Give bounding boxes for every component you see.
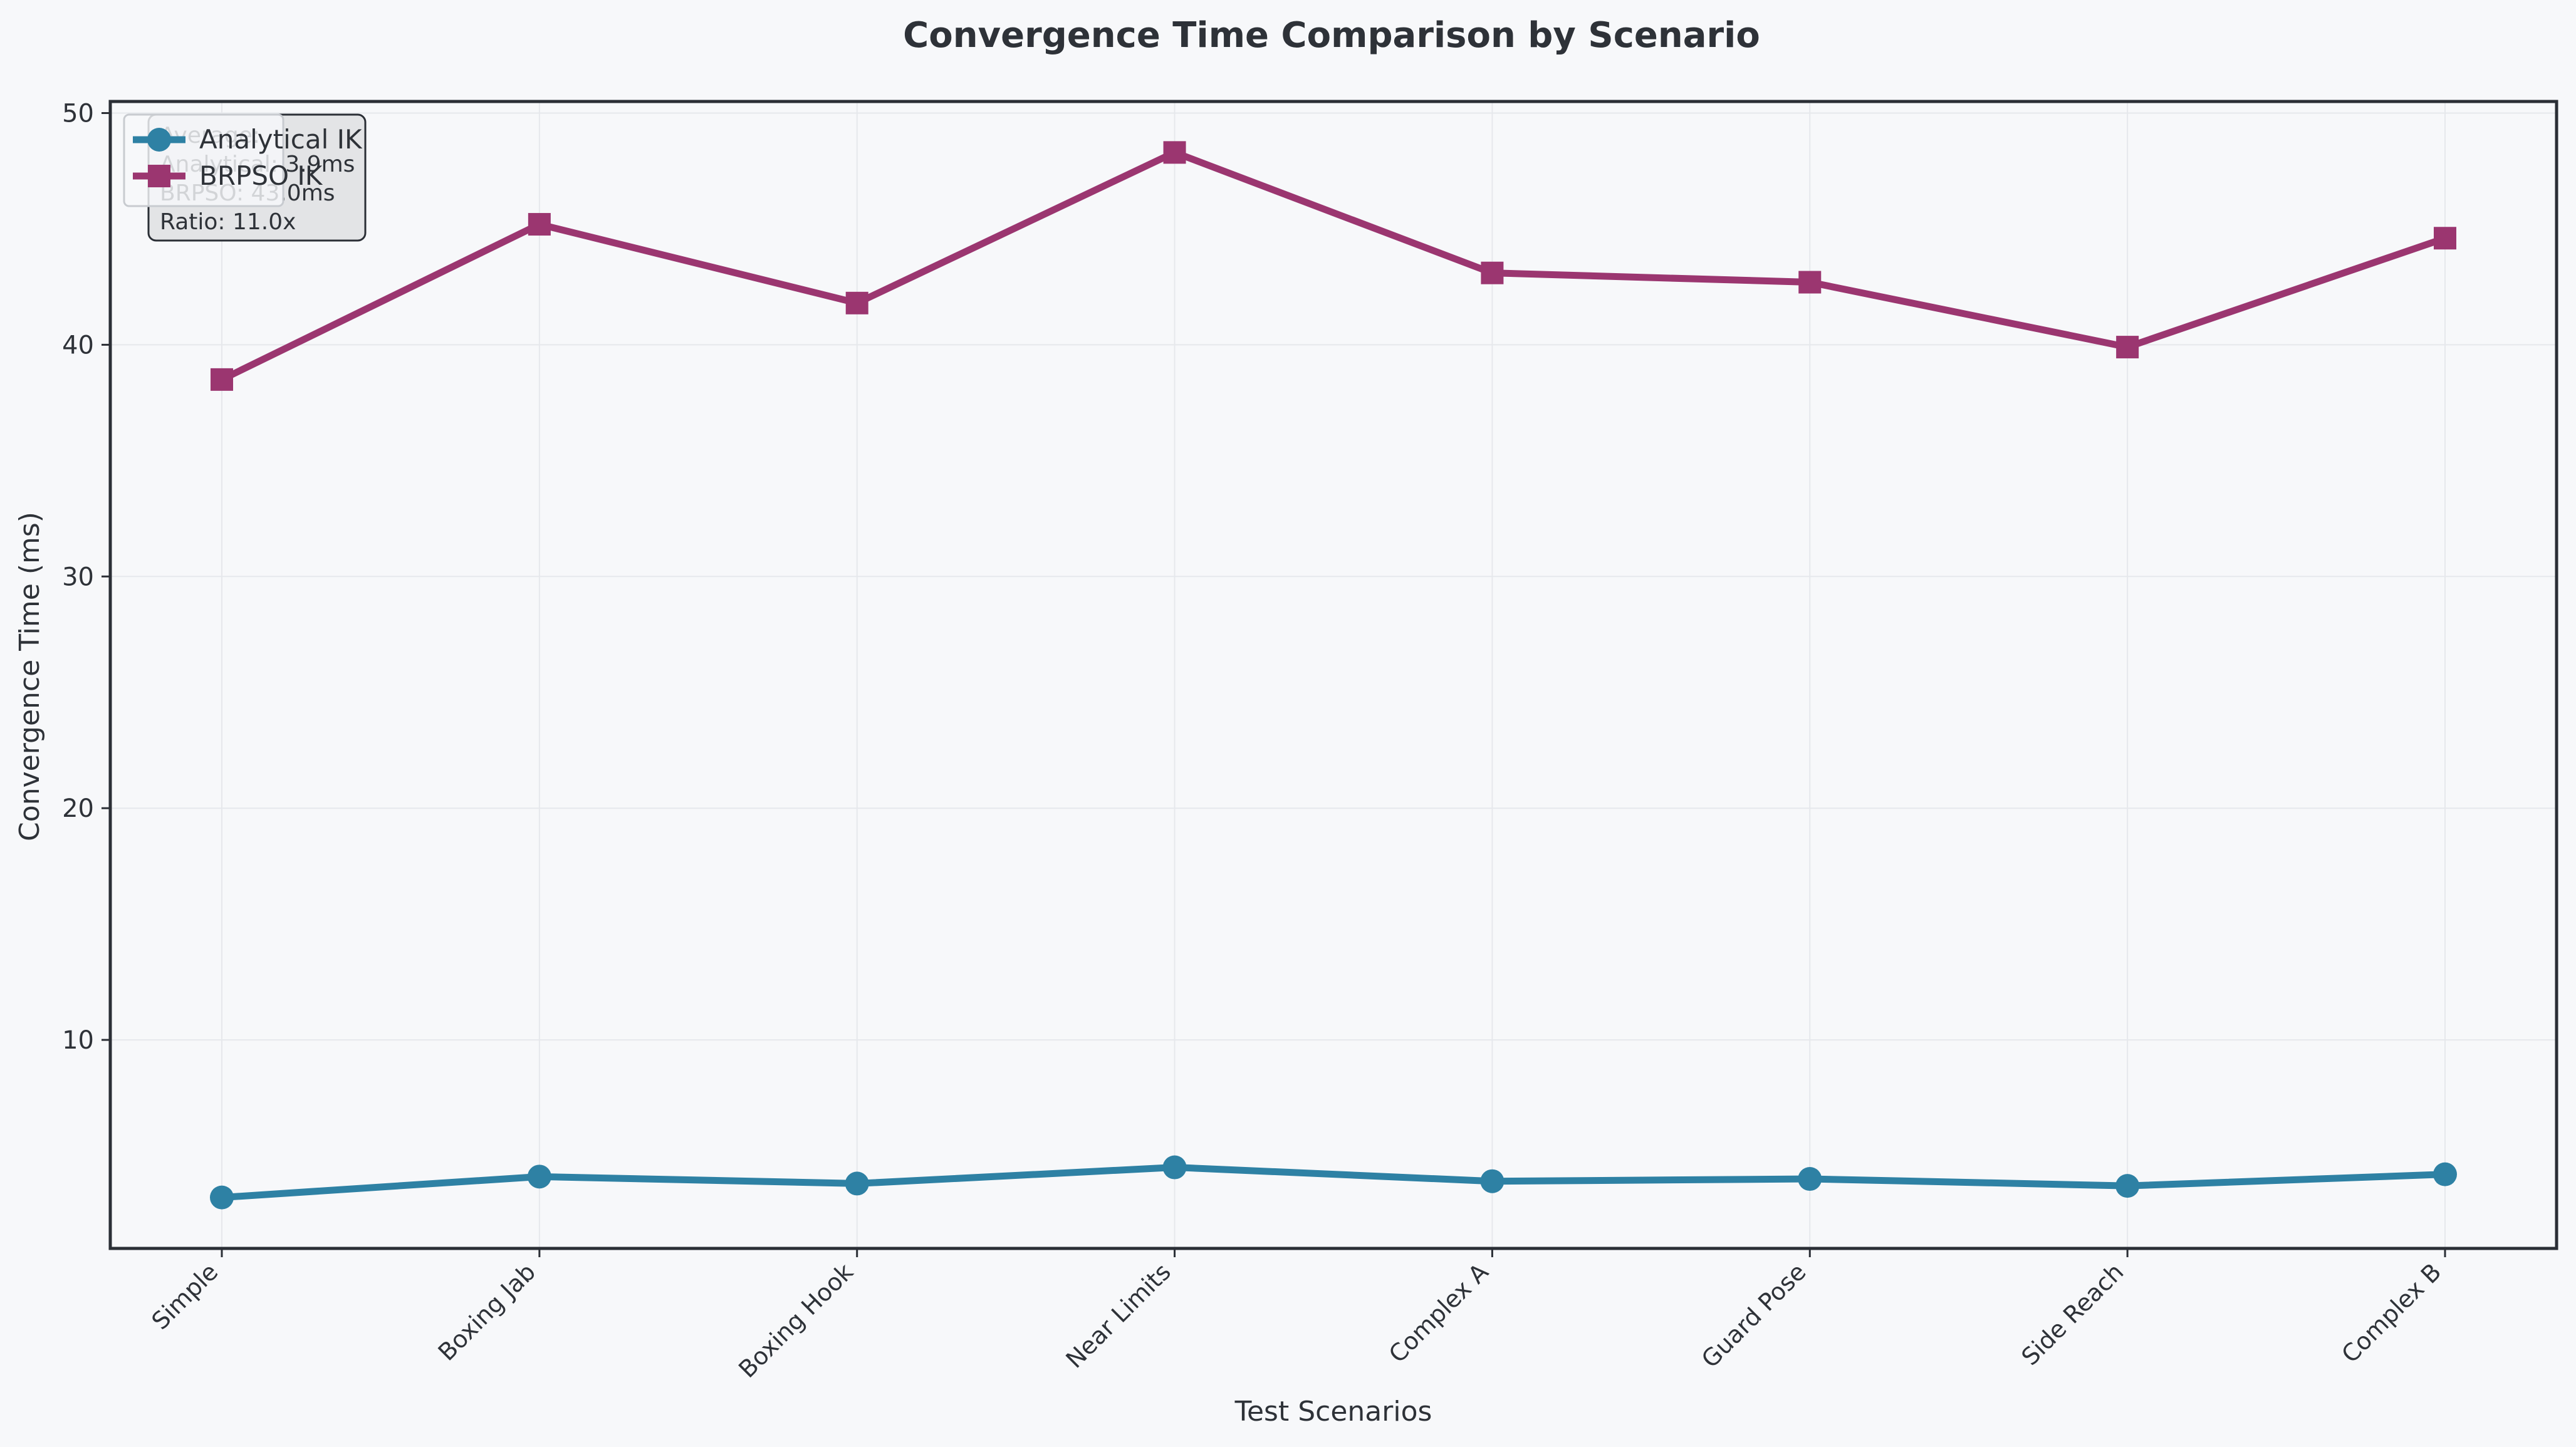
data-point — [1481, 261, 1504, 284]
y-tick-label: 20 — [62, 794, 94, 823]
stats-line: Ratio: 11.0x — [160, 209, 296, 235]
data-point — [1798, 271, 1822, 294]
legend-label: BRPSO IK — [199, 160, 323, 191]
legend-marker — [147, 128, 171, 152]
data-point — [845, 291, 868, 314]
data-point — [210, 1185, 234, 1210]
x-axis-label: Test Scenarios — [1234, 1396, 1432, 1428]
data-point — [845, 1171, 869, 1196]
data-point — [211, 368, 233, 391]
data-point — [1163, 141, 1186, 164]
data-point — [2115, 1174, 2140, 1198]
y-tick-label: 50 — [62, 99, 94, 128]
legend: Analytical IK BRPSO IK — [123, 113, 363, 207]
legend-marker — [148, 165, 170, 187]
y-tick-label: 10 — [62, 1026, 94, 1055]
series-layer — [210, 141, 2457, 1210]
data-point — [2433, 1162, 2457, 1186]
y-axis-label: Convergence Time (ms) — [14, 512, 46, 841]
chart-title: Convergence Time Comparison by Scenario — [903, 15, 1760, 56]
plot-frame — [108, 100, 2558, 1250]
legend-label: Analytical IK — [199, 124, 363, 155]
series-line-1 — [220, 148, 2446, 383]
data-point — [1480, 1169, 1504, 1193]
y-tick-label: 30 — [62, 563, 94, 591]
y-tick-label: 40 — [62, 331, 94, 360]
series-line-0 — [221, 1164, 2446, 1201]
data-point — [1162, 1155, 1187, 1180]
data-point — [2434, 227, 2456, 250]
data-point — [527, 1164, 551, 1189]
data-point — [528, 213, 551, 236]
data-point — [2116, 336, 2139, 359]
data-point — [1798, 1167, 1822, 1191]
